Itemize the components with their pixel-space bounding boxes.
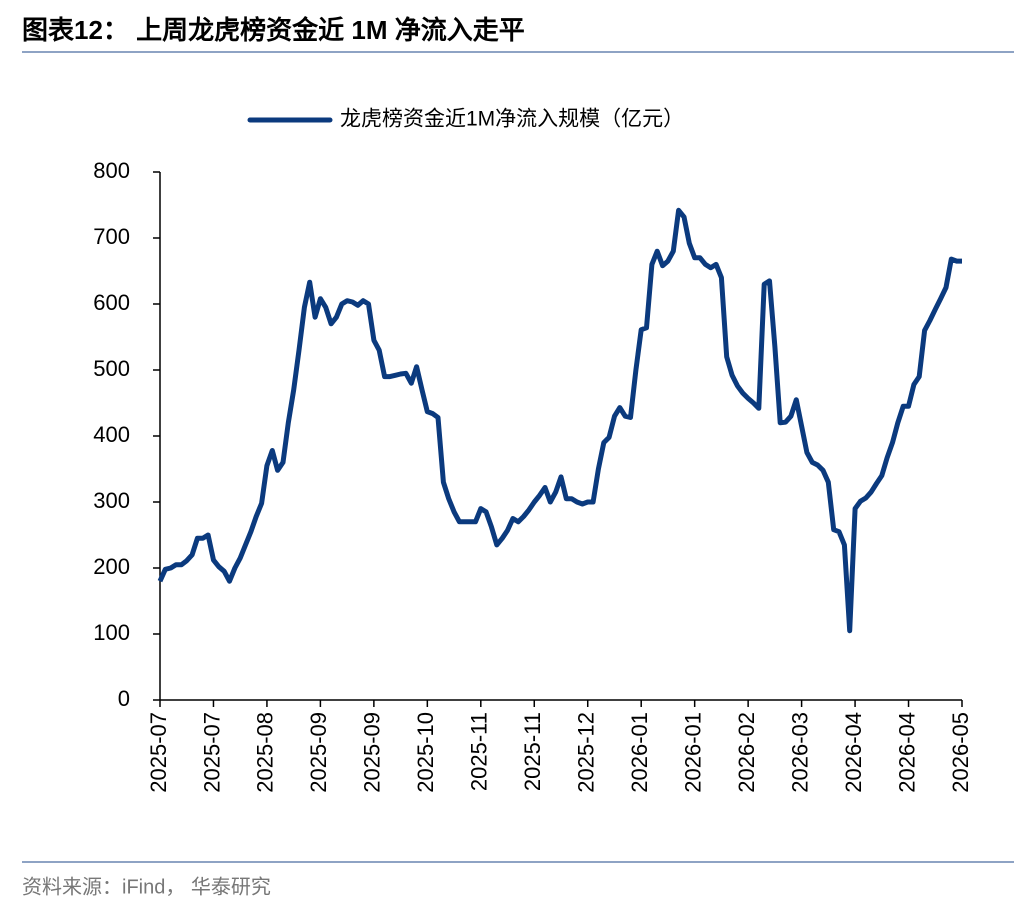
y-tick-label: 200: [93, 554, 130, 579]
x-tick-label: 2026-05: [948, 712, 973, 793]
y-tick-label: 700: [93, 224, 130, 249]
x-tick-label: 2026-04: [841, 712, 866, 793]
legend-label: 龙虎榜资金近1M净流入规模（亿元）: [340, 108, 684, 131]
x-tick-label: 2025-09: [306, 712, 331, 793]
y-tick-label: 300: [93, 488, 130, 513]
y-tick-label: 600: [93, 290, 130, 315]
x-tick-label: 2025-08: [253, 712, 278, 793]
y-tick-label: 500: [93, 356, 130, 381]
x-tick-label: 2025-10: [413, 712, 438, 793]
x-tick-label: 2025-12: [574, 712, 599, 793]
x-tick-label: 2026-02: [734, 712, 759, 793]
x-tick-label: 2025-07: [199, 712, 224, 793]
x-tick-label: 2025-09: [360, 712, 385, 793]
x-tick-label: 2026-01: [680, 712, 705, 793]
x-tick-label: 2025-11: [467, 712, 492, 791]
x-tick-label: 2026-04: [894, 712, 919, 793]
y-tick-label: 800: [93, 158, 130, 183]
y-tick-label: 100: [93, 620, 130, 645]
y-tick-label: 0: [118, 686, 130, 711]
source-note: 资料来源：iFind， 华泰研究: [22, 875, 271, 898]
y-tick-label: 400: [93, 422, 130, 447]
x-tick-label: 2026-01: [627, 712, 652, 793]
x-tick-label: 2025-11: [520, 712, 545, 791]
chart-title: 图表12： 上周龙虎榜资金近 1M 净流入走平: [22, 15, 525, 45]
data-line: [157, 207, 962, 634]
x-tick-label: 2026-03: [787, 712, 812, 793]
x-tick-label: 2025-07: [146, 712, 171, 793]
